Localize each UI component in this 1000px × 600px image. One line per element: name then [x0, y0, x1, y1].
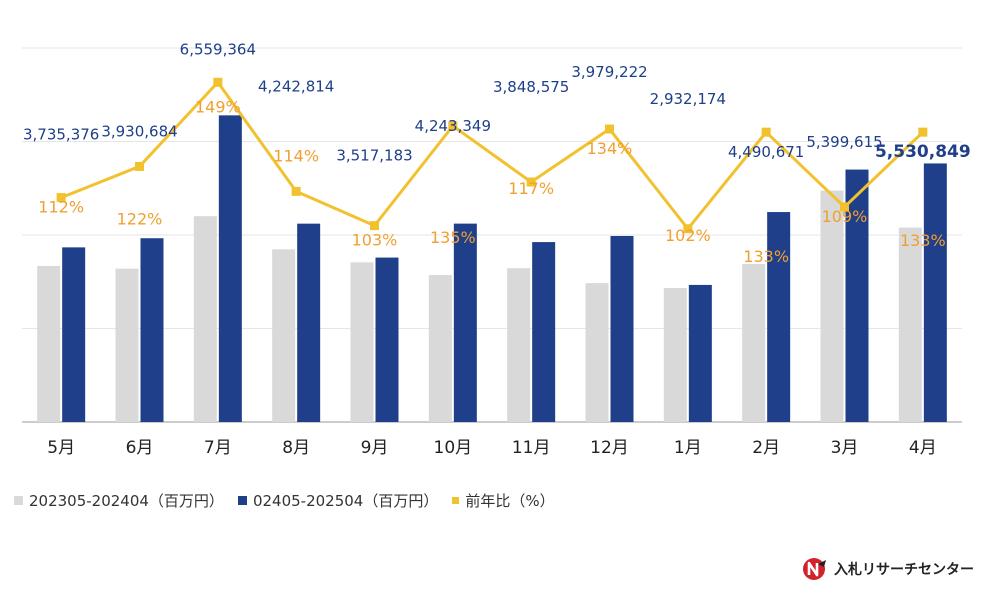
x-tick-label: 12月 — [590, 438, 629, 458]
x-tick-label: 7月 — [204, 438, 232, 458]
logo-mark-icon — [803, 558, 826, 580]
percent-label: 122% — [117, 209, 163, 228]
value-label: 4,490,671 — [728, 143, 804, 161]
yoy-point-11 — [918, 127, 928, 137]
value-label: 3,848,575 — [493, 78, 569, 96]
bar-current-0 — [62, 247, 86, 422]
bar-current-4 — [375, 257, 399, 422]
line-series — [56, 77, 928, 234]
bar-current-6 — [532, 242, 556, 422]
x-axis-ticks: 5月 6月 7月 8月 9月 10月 11月 12月 1月 2月 3月 4月 — [47, 438, 936, 458]
bar-current-1 — [140, 238, 164, 422]
bar-current-9 — [767, 212, 791, 422]
percent-label: 103% — [352, 231, 398, 250]
legend-label-prev-year: 202305-202404（百万円） — [29, 492, 224, 510]
bar-current-2 — [218, 115, 242, 422]
yoy-line — [60, 80, 924, 231]
legend-label-yoy: 前年比（%） — [465, 492, 555, 510]
percent-label: 102% — [665, 226, 711, 245]
bar-prev-8 — [663, 288, 687, 422]
yoy-point-7 — [605, 124, 614, 134]
legend-item-yoy: 前年比（%） — [452, 490, 555, 511]
yoy-point-9 — [761, 127, 771, 137]
grid-lines — [22, 47, 962, 423]
value-label: 2,932,174 — [650, 90, 726, 108]
bar-current-11 — [923, 163, 947, 423]
percent-label: 134% — [587, 139, 633, 158]
value-label: 4,242,814 — [258, 77, 334, 95]
value-label: 5,530,849 — [875, 142, 971, 162]
value-label: 3,517,183 — [336, 147, 412, 165]
percent-label: 114% — [273, 146, 319, 165]
x-tick-label: 8月 — [282, 438, 310, 458]
legend-label-current-year: 02405-202504（百万円） — [252, 492, 439, 510]
bar-prev-9 — [742, 263, 766, 422]
yoy-point-0 — [56, 193, 66, 203]
bar-current-8 — [688, 284, 712, 422]
x-tick-label: 1月 — [674, 438, 702, 458]
bar-prev-0 — [37, 265, 61, 422]
bar-prev-7 — [585, 283, 609, 422]
bar-prev-2 — [193, 216, 217, 422]
value-label: 6,559,364 — [180, 40, 256, 58]
bar-prev-4 — [350, 262, 374, 422]
bar-current-7 — [610, 235, 634, 422]
x-tick-label: 3月 — [831, 438, 859, 458]
yoy-point-3 — [291, 186, 301, 196]
value-label: 5,399,615 — [806, 133, 882, 151]
yoy-point-2 — [213, 77, 223, 87]
legend: 202305-202404（百万円） 02405-202504（百万円） 前年比… — [14, 490, 569, 511]
bar-prev-11 — [898, 227, 922, 422]
x-tick-label: 11月 — [512, 438, 551, 458]
bar-prev-5 — [428, 275, 452, 422]
bar-prev-10 — [820, 190, 844, 422]
yoy-point-8 — [683, 224, 693, 234]
brand-logo: 入札リサーチセンター — [802, 556, 974, 582]
x-tick-label: 2月 — [752, 438, 780, 458]
yoy-point-4 — [370, 221, 379, 231]
percent-label: 133% — [743, 247, 789, 266]
percent-label: 117% — [508, 179, 554, 198]
legend-swatch-yoy — [452, 497, 460, 504]
legend-item-prev-year: 202305-202404（百万円） — [14, 490, 224, 511]
bar-current-3 — [297, 223, 321, 422]
x-tick-label: 5月 — [47, 438, 75, 458]
x-tick-label: 6月 — [126, 438, 154, 458]
bar-prev-1 — [115, 268, 139, 422]
bar-current-10 — [845, 169, 869, 422]
yoy-point-10 — [840, 202, 849, 212]
percent-labels: 112% 122% 149% 114% 103% 135% 117% 134% 102% 133%… — [38, 97, 945, 266]
bar-current-5 — [453, 223, 477, 422]
value-label: 3,930,684 — [101, 122, 177, 140]
bar-prev-3 — [272, 249, 296, 422]
percent-label: 133% — [900, 231, 946, 250]
percent-label: 135% — [430, 228, 476, 247]
percent-label: 109% — [822, 207, 868, 226]
legend-item-current-year: 02405-202504（百万円） — [237, 490, 439, 511]
x-tick-label: 4月 — [909, 438, 937, 458]
percent-label: 112% — [38, 198, 84, 217]
logo-text: 入札リサーチセンター — [834, 562, 974, 578]
bar-prev-6 — [507, 268, 531, 422]
percent-label: 149% — [195, 97, 241, 116]
legend-swatch-current-year — [237, 496, 247, 505]
yoy-point-1 — [135, 161, 144, 171]
yoy-point-5 — [448, 121, 458, 131]
x-tick-label: 10月 — [434, 438, 473, 458]
legend-swatch-prev-year — [14, 496, 23, 505]
yoy-point-6 — [526, 177, 536, 187]
x-tick-label: 9月 — [361, 438, 389, 458]
bar-series — [37, 115, 947, 423]
value-label: 4,243,349 — [415, 117, 491, 135]
value-label: 3,979,222 — [571, 63, 647, 81]
value-labels: 3,735,376 3,930,684 6,559,364 4,242,814 3,51… — [23, 40, 971, 164]
value-label: 3,735,376 — [23, 126, 99, 144]
